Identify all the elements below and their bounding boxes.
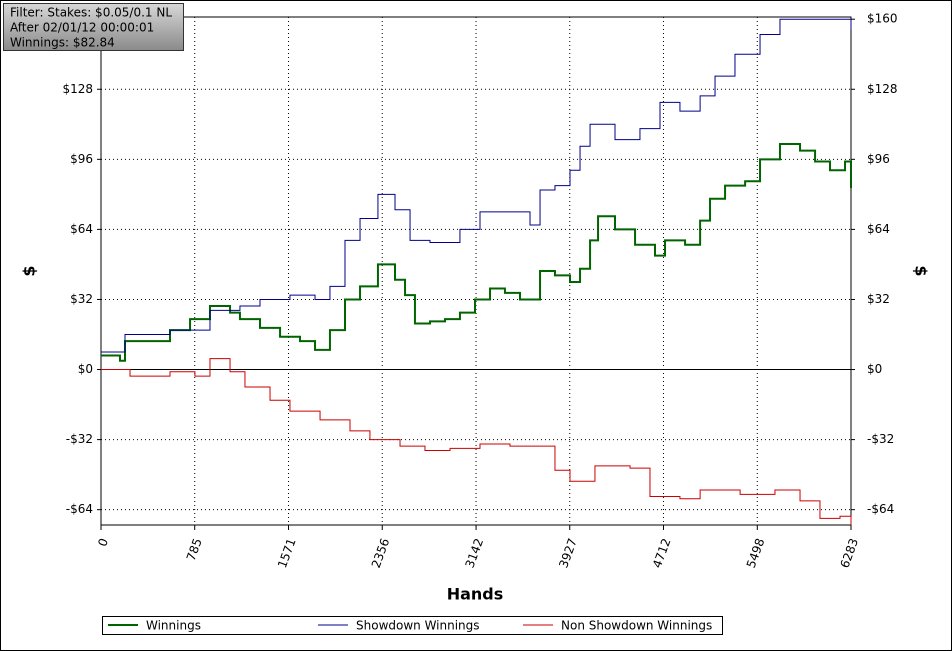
y2-tick-label: -$64 <box>867 502 894 516</box>
legend <box>102 616 723 635</box>
info-box <box>3 3 184 51</box>
y2-tick-label: $64 <box>867 222 890 236</box>
y-tick-label: $32 <box>70 292 93 306</box>
lines <box>101 18 852 525</box>
grid <box>101 17 851 525</box>
y2-tick-label: $128 <box>867 82 898 96</box>
y-tick-label: $128 <box>62 82 93 96</box>
series-line <box>101 358 852 525</box>
legend-label: Showdown Winnings <box>356 619 480 633</box>
legend-label: Winnings <box>146 619 201 633</box>
info-line: Filter: Stakes: $0.05/0.1 NL <box>10 6 172 20</box>
x-tick-label: 0 <box>95 536 111 548</box>
y-tick-label: -$64 <box>66 502 93 516</box>
y-axis-label: $ <box>20 265 39 276</box>
legend-label: Non Showdown Winnings <box>561 619 712 633</box>
info-line: Winnings: $82.84 <box>10 36 115 50</box>
x-axis-label: Hands <box>447 585 504 604</box>
y-tick-label: $0 <box>78 362 93 376</box>
series-line <box>101 18 852 353</box>
y-tick-label: -$32 <box>66 432 93 446</box>
series-line <box>101 143 852 362</box>
y2-tick-label: $96 <box>867 152 890 166</box>
y2-tick-label: $0 <box>867 362 882 376</box>
y-tick-label: $96 <box>70 152 93 166</box>
y2-tick-label: $32 <box>867 292 890 306</box>
y2-tick-label: $160 <box>867 12 898 26</box>
y2-axis-label: $ <box>912 265 931 276</box>
y-tick-label: $64 <box>70 222 93 236</box>
info-line: After 02/01/12 00:00:01 <box>10 21 154 35</box>
y2-tick-label: -$32 <box>867 432 894 446</box>
